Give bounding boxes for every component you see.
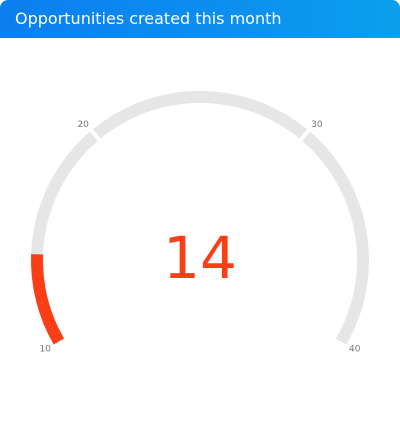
gauge-track-arc bbox=[31, 91, 369, 345]
widget-header: Opportunities created this month bbox=[0, 0, 400, 38]
gauge-separators bbox=[85, 124, 315, 146]
gauge-tick-labels: 10 20 30 40 bbox=[40, 120, 361, 355]
gauge-separator bbox=[295, 124, 315, 146]
widget-title: Opportunities created this month bbox=[15, 9, 282, 28]
gauge-separator bbox=[85, 124, 105, 146]
gauge-tick-label: 40 bbox=[349, 345, 361, 355]
gauge-track bbox=[31, 91, 369, 345]
gauge-tick-label: 10 bbox=[40, 345, 52, 355]
gauge-tick-label: 20 bbox=[77, 120, 89, 130]
gauge-value-arc bbox=[31, 254, 65, 345]
gauge-tick-label: 30 bbox=[311, 120, 323, 130]
gauge-value: 14 bbox=[163, 224, 237, 292]
